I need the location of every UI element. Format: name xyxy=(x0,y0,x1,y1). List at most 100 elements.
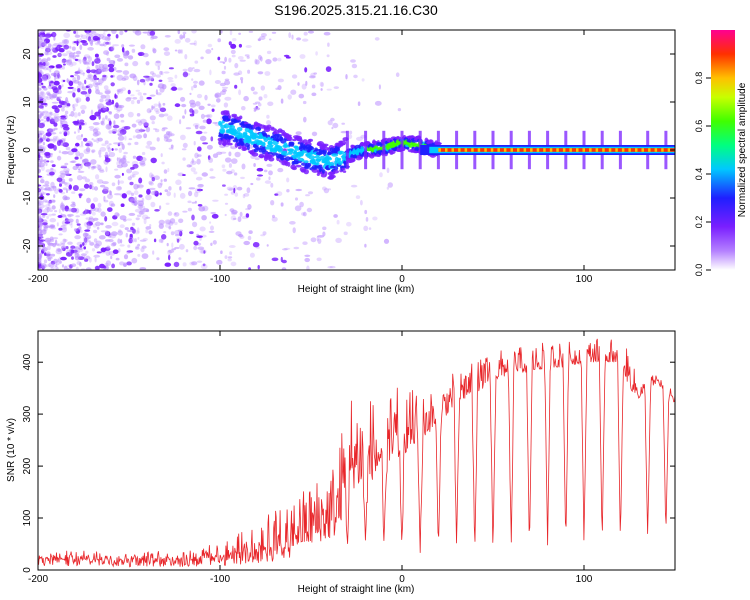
spectrogram-noise-speckle xyxy=(47,200,53,204)
spectrogram-noise-speckle xyxy=(207,155,211,161)
spectrogram-noise-speckle xyxy=(303,31,308,36)
spectrogram-noise-speckle xyxy=(134,230,140,235)
spectrogram-noise-speckle xyxy=(126,168,133,174)
spectrogram-noise-speckle xyxy=(47,46,52,52)
spectrogram-noise-speckle xyxy=(296,37,302,41)
spectrogram-noise-speckle xyxy=(43,40,47,46)
spectrogram-noise-speckle xyxy=(117,179,120,186)
spectrogram-noise-speckle xyxy=(360,199,363,206)
spectrogram-noise-speckle xyxy=(268,176,271,180)
spectrogram-noise-speckle xyxy=(179,34,184,40)
colorbar-axis: 0.0 0.2 0.4 0.6 0.8 xyxy=(694,72,711,276)
spectrogram-noise-speckle xyxy=(113,120,116,126)
spectrogram-noise-speckle xyxy=(68,80,74,87)
spectrogram-noise-speckle xyxy=(189,164,193,168)
spectrogram-noise-speckle xyxy=(326,88,332,91)
spectrogram-noise-speckle xyxy=(103,265,107,269)
spectrogram-noise-speckle xyxy=(224,202,229,205)
spectrogram-noise-speckle xyxy=(50,256,53,259)
spectrogram-noise-speckle xyxy=(79,44,83,51)
spectrogram-tone-segment xyxy=(628,148,631,152)
spectrogram-noise-speckle xyxy=(132,174,136,178)
spectrogram-noise-speckle xyxy=(187,200,192,204)
spectrogram-tone-segment xyxy=(490,148,494,152)
spectrogram-noise-speckle xyxy=(86,224,91,230)
spectrogram-noise-speckle xyxy=(66,50,72,55)
spectrogram-noise-speckle xyxy=(65,146,71,151)
spectrogram-noise-speckle xyxy=(50,33,53,37)
spectrogram-noise-speckle xyxy=(72,55,76,60)
spectrogram-noise-speckle xyxy=(372,216,378,221)
spectrogram-noise-speckle xyxy=(104,157,111,163)
spectrogram-noise-speckle xyxy=(208,157,214,163)
spectrogram-noise-speckle xyxy=(105,250,111,256)
spectrogram-noise-speckle xyxy=(204,94,208,101)
spectrogram-noise-speckle xyxy=(182,262,187,267)
colorbar-tick-label: 0.2 xyxy=(694,216,704,229)
spectrogram-noise-speckle xyxy=(52,237,59,240)
spectrogram-noise-speckle xyxy=(83,183,90,189)
spectrogram-noise-speckle xyxy=(73,249,80,255)
snr-panel: -200 -100 0 100 0 100 200 300 400 Height of stra… xyxy=(6,330,676,595)
spectrogram-noise-speckle xyxy=(361,78,365,82)
spectrogram-noise-speckle xyxy=(40,82,44,86)
spectrogram-noise-speckle xyxy=(202,119,207,123)
spectrogram-noise-speckle xyxy=(90,203,96,210)
spectrogram-noise-speckle xyxy=(119,113,125,118)
spectrogram-noise-speckle xyxy=(230,261,237,267)
spectrogram-noise-speckle xyxy=(204,114,211,118)
spectrogram-noise-speckle xyxy=(177,229,183,232)
spectrogram-noise-speckle xyxy=(60,241,63,245)
spectrogram-noise-speckle xyxy=(52,136,57,141)
spectrogram-noise-speckle xyxy=(38,65,44,68)
spectrogram-noise-speckle xyxy=(241,163,246,170)
spectrogram-tone-segment xyxy=(471,148,474,152)
spectrogram-noise-speckle xyxy=(224,193,229,196)
spectrogram-noise-speckle xyxy=(87,32,94,35)
spectrogram-noise-speckle xyxy=(132,75,138,82)
spectrogram-noise-speckle xyxy=(173,261,180,268)
spectrogram-noise-speckle xyxy=(158,219,165,225)
spectrogram-noise-speckle xyxy=(127,176,132,181)
spectrogram-noise-speckle xyxy=(195,101,201,107)
spectrogram-noise-speckle xyxy=(72,103,79,107)
spectrogram-noise-speckle xyxy=(143,92,147,96)
spectrogram-noise-speckle xyxy=(116,157,119,162)
spectrogram-noise-speckle xyxy=(38,67,42,74)
spectrogram-noise-speckle xyxy=(157,182,163,189)
spectrogram-noise-speckle xyxy=(61,59,64,64)
spectrogram-noise-speckle xyxy=(112,249,119,254)
spectrogram-noise-speckle xyxy=(49,118,56,125)
spectrogram-noise-speckle xyxy=(55,264,58,268)
spectrogram-noise-speckle xyxy=(91,185,95,191)
spectrogram-noise-speckle xyxy=(271,257,279,262)
spectrogram-signal-blob xyxy=(219,130,225,134)
spectrogram-noise-speckle xyxy=(77,59,81,62)
spectrogram-noise-speckle xyxy=(55,248,63,255)
spectrogram-noise-speckle xyxy=(61,107,65,112)
spectrogram-noise-speckle xyxy=(179,119,182,125)
spectrogram-noise-speckle xyxy=(176,87,183,91)
spectrogram-noise-speckle xyxy=(191,214,195,221)
spectrogram-noise-speckle xyxy=(349,130,353,135)
spectrogram-tone-segment xyxy=(608,148,612,152)
spectrogram-noise-speckle xyxy=(228,163,232,168)
spectrogram-noise-speckle xyxy=(39,132,43,136)
spectrogram-noise-speckle xyxy=(55,64,63,69)
spectrogram-signal-blob xyxy=(331,153,339,157)
spectrogram-noise-speckle xyxy=(39,111,44,117)
spectrogram-noise-speckle xyxy=(38,222,44,227)
spectrogram-noise-speckle xyxy=(120,203,125,207)
spectrogram-noise-speckle xyxy=(161,71,164,76)
spectrogram-noise-speckle xyxy=(137,92,142,96)
spectrogram-noise-speckle xyxy=(74,156,79,160)
spectrogram-signal-blob xyxy=(267,136,271,141)
spectrogram-noise-speckle xyxy=(63,39,69,45)
spectrogram-signal-blob xyxy=(258,153,265,159)
spectrogram-signal-blob xyxy=(301,159,305,162)
spectrogram-noise-speckle xyxy=(192,67,195,70)
spectrogram-noise-speckle xyxy=(180,49,183,54)
spectrogram-noise-speckle xyxy=(40,156,43,160)
spectrogram-signal-blob xyxy=(308,138,313,142)
spectrogram-noise-speckle xyxy=(143,75,150,78)
